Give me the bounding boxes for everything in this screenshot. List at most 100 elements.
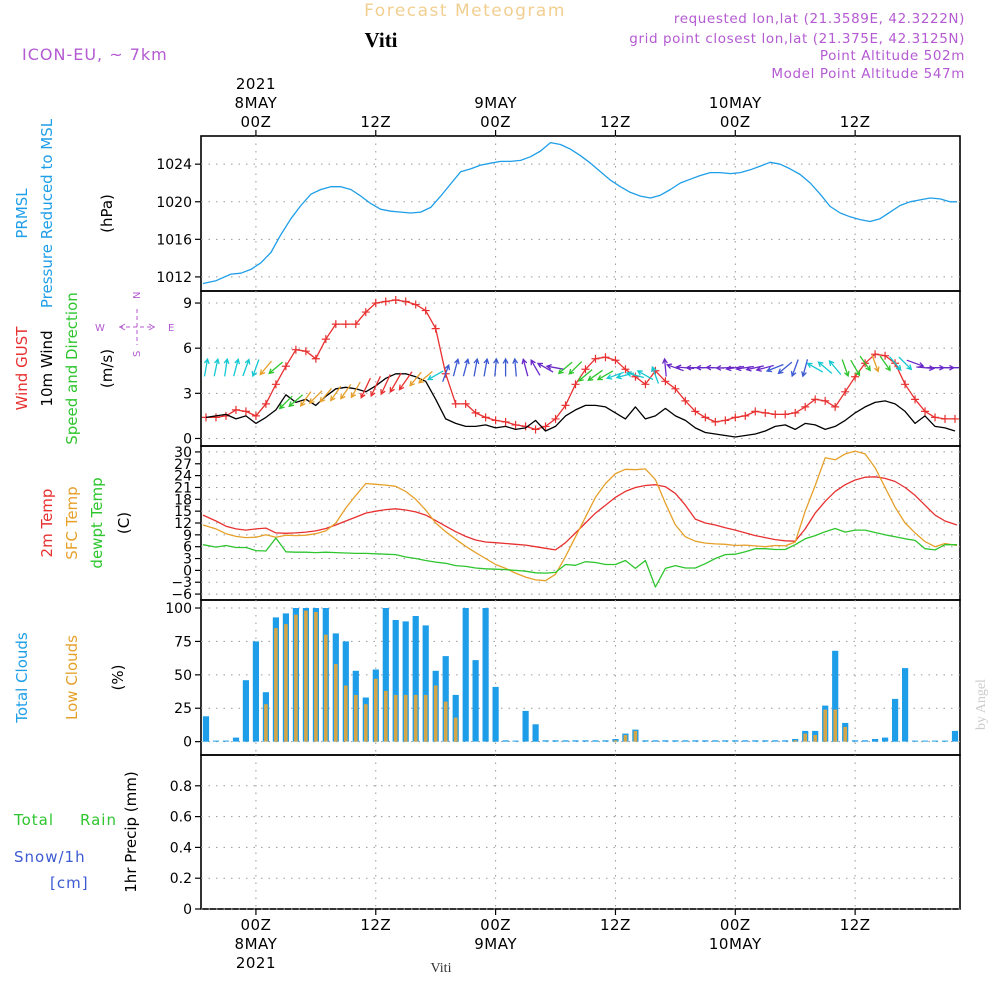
panel-label: (m/s): [98, 349, 116, 388]
series-t2m: [202, 476, 958, 551]
panel-label: Pressure Reduced to MSL: [38, 118, 56, 308]
panel-wind: 0 3 6 9 Wind GUST 10m Wind Speed and Direction…: [13, 290, 961, 447]
wind-arrow: [473, 357, 480, 377]
bar-low: [443, 701, 448, 742]
panel-label: Speed and Direction: [63, 292, 81, 445]
panel-label: (hPa): [98, 194, 116, 233]
wind-arrow: [879, 355, 891, 372]
y-tick-label: 75: [174, 634, 192, 650]
gust-marker: [791, 408, 800, 417]
wind-arrow: [308, 390, 323, 405]
bar-total: [442, 656, 449, 742]
gust-marker: [361, 308, 370, 317]
bar-low: [793, 740, 797, 742]
wind-arrow: [871, 354, 880, 373]
wind-arrow: [288, 394, 304, 408]
bar-low: [613, 740, 618, 742]
bar-low: [274, 628, 278, 742]
wind-arrow: [502, 357, 509, 377]
bar-total: [672, 740, 679, 742]
bar-low: [314, 612, 318, 742]
bar-low: [813, 735, 817, 742]
bar-low: [623, 735, 628, 742]
gust-marker: [911, 395, 920, 404]
panel-label: (%): [109, 665, 127, 691]
panel-label: dewpt Temp: [88, 477, 106, 568]
y-tick-label: 9: [183, 296, 192, 312]
wind-arrow: [557, 361, 573, 375]
wind-arrow: [300, 391, 312, 408]
y-tick-label: 12: [174, 516, 192, 532]
wind-arrow: [725, 365, 745, 372]
gust-marker: [341, 320, 350, 329]
y-tick-label: 9: [183, 528, 192, 544]
wind-arrow: [360, 377, 371, 399]
gust-marker: [691, 407, 700, 416]
y-tick-label: 0: [183, 902, 192, 918]
y-tick-label: 15: [174, 504, 192, 520]
bar-low: [403, 694, 408, 742]
wind-arrow: [577, 369, 593, 382]
bar-total: [782, 740, 789, 742]
y-tick-label: 18: [174, 492, 192, 508]
bar-total: [882, 737, 889, 742]
bar-total: [662, 740, 669, 742]
product-title: Forecast Meteogram: [364, 1, 566, 21]
bar-total: [872, 739, 879, 742]
compass-north: N: [132, 292, 143, 299]
bar-total: [702, 740, 709, 742]
bar-total: [522, 710, 529, 742]
time-label: 9MAY: [474, 94, 517, 112]
gust-marker: [601, 353, 610, 362]
wind-arrow: [409, 371, 422, 387]
bar-low: [284, 624, 288, 742]
wind-arrow: [340, 384, 352, 400]
wind-arrow: [462, 357, 470, 377]
bar-low: [294, 614, 298, 742]
bar-total: [692, 740, 699, 742]
y-tick-label: 27: [174, 457, 192, 473]
gust-marker: [311, 354, 320, 363]
wind-arrow: [665, 363, 684, 372]
wind-arrow: [268, 361, 284, 375]
wind-arrow: [370, 376, 381, 398]
bar-total: [951, 730, 959, 742]
bar-total: [412, 616, 419, 742]
gust-marker: [511, 420, 520, 429]
bar-total: [542, 740, 549, 742]
gust-marker: [641, 380, 650, 389]
panel-label: Total Clouds: [13, 632, 31, 724]
wind-arrow: [251, 359, 260, 378]
bar-total: [462, 608, 469, 742]
label-snow-unit: [cm]: [50, 874, 89, 892]
time-label: 00Z: [480, 916, 511, 934]
bar-total: [912, 740, 919, 742]
wind-arrow: [442, 363, 451, 382]
gust-marker: [211, 413, 220, 422]
y-tick-label: 0: [183, 563, 192, 579]
wind-arrow: [278, 395, 293, 410]
y-tick-label: 21: [174, 480, 192, 496]
time-label: 8MAY: [235, 935, 278, 953]
gust-marker: [251, 411, 260, 420]
gust-marker: [631, 372, 640, 381]
bar-low: [423, 694, 428, 742]
gust-marker: [681, 396, 690, 405]
gust-marker: [271, 380, 280, 389]
panels: 1012 1016 1020 1024 PRMSL Pressure Reduced to…: [13, 118, 961, 918]
wind-arrow: [651, 365, 660, 384]
bar-total: [931, 740, 939, 742]
y-tick-label: 1024: [156, 157, 192, 173]
time-label: 00Z: [720, 916, 751, 934]
bar-total: [592, 740, 599, 742]
y-tick-label: 3: [183, 386, 192, 402]
gust-marker: [931, 413, 940, 422]
wind-arrow: [380, 374, 391, 396]
bar-total: [712, 740, 719, 742]
bar-total: [532, 724, 539, 742]
wind-arrow: [512, 357, 519, 377]
wind-arrow: [530, 359, 541, 376]
time-label: 00Z: [480, 113, 511, 131]
